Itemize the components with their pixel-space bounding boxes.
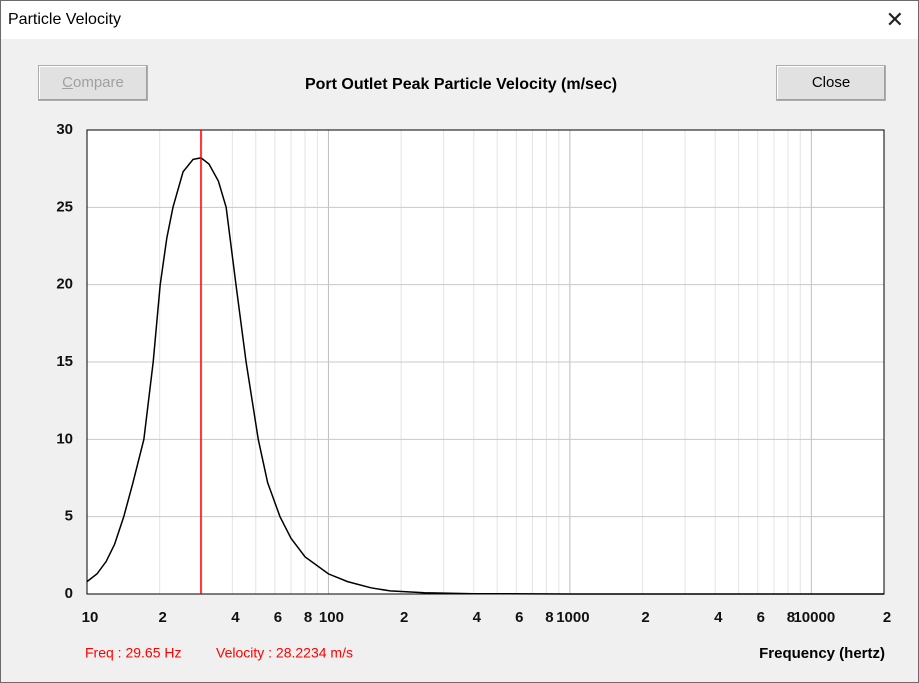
window-close-icon[interactable]: ✕ bbox=[885, 7, 904, 32]
x-tick-label: 4 bbox=[473, 609, 482, 626]
y-tick-label: 30 bbox=[56, 121, 73, 138]
y-tick-label: 15 bbox=[56, 353, 73, 370]
x-tick-label: 1000 bbox=[556, 609, 589, 626]
compare-button: Compare bbox=[38, 65, 148, 101]
window-title: Particle Velocity bbox=[8, 11, 121, 28]
x-tick-label: 4 bbox=[714, 609, 723, 626]
velocity-readout: Velocity : 28.2234 m/s bbox=[216, 645, 353, 661]
close-label: Close bbox=[811, 74, 851, 91]
x-tick-label: 2 bbox=[641, 609, 649, 626]
x-tick-label: 10 bbox=[82, 609, 99, 626]
curve bbox=[86, 157, 884, 595]
x-tick-label: 100 bbox=[319, 609, 344, 626]
x-tick-label: 2 bbox=[159, 609, 167, 626]
y-tick-label: 0 bbox=[65, 585, 73, 602]
y-tick-label: 25 bbox=[56, 198, 73, 215]
y-tick-label: 5 bbox=[65, 508, 73, 525]
x-tick-label: 6 bbox=[757, 609, 765, 626]
chart-title: Port Outlet Peak Particle Velocity (m/se… bbox=[305, 76, 617, 93]
x-tick-label: 2 bbox=[883, 609, 891, 626]
x-axis-label: Frequency (hertz) bbox=[759, 645, 885, 662]
x-tick-label: 6 bbox=[274, 609, 282, 626]
x-tick-label: 6 bbox=[515, 609, 523, 626]
x-tick-label: 8 bbox=[304, 609, 312, 626]
compare-label: Compare bbox=[62, 74, 124, 91]
close-button[interactable]: Close bbox=[776, 65, 886, 101]
x-tick-label: 4 bbox=[231, 609, 240, 626]
title-bar: Particle Velocity ✕ bbox=[1, 1, 918, 39]
x-tick-label: 10000 bbox=[793, 609, 835, 626]
x-tick-label: 8 bbox=[545, 609, 553, 626]
y-tick-label: 20 bbox=[56, 276, 73, 293]
freq-readout: Freq : 29.65 Hz bbox=[85, 645, 182, 661]
y-tick-label: 10 bbox=[56, 430, 73, 447]
x-tick-label: 2 bbox=[400, 609, 408, 626]
x-tick-label: 8 bbox=[787, 609, 795, 626]
